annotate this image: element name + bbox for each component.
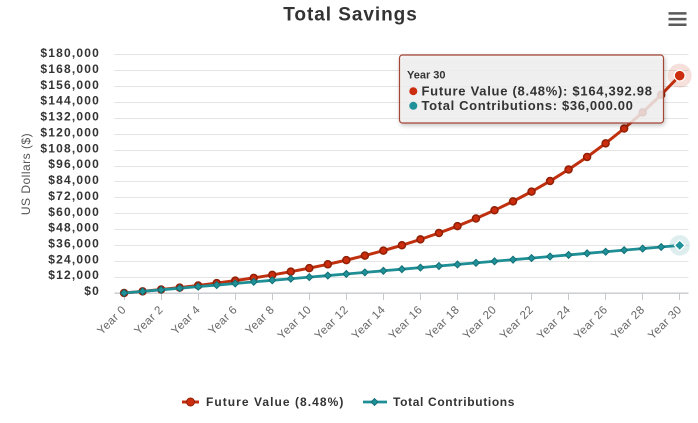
svg-text:Future Value (8.48%): Future Value (8.48%) <box>206 395 344 409</box>
svg-text:$60,000: $60,000 <box>48 205 100 219</box>
svg-text:$24,000: $24,000 <box>48 252 100 266</box>
svg-text:$144,000: $144,000 <box>40 94 100 108</box>
svg-text:Total Contributions: Total Contributions <box>393 395 515 409</box>
svg-text:$96,000: $96,000 <box>48 157 100 171</box>
svg-text:$0: $0 <box>84 284 100 298</box>
svg-text:$84,000: $84,000 <box>48 173 100 187</box>
svg-text:$120,000: $120,000 <box>40 125 100 139</box>
svg-text:Year 30: Year 30 <box>407 69 446 81</box>
svg-text:US Dollars ($): US Dollars ($) <box>19 133 33 215</box>
svg-text:$48,000: $48,000 <box>48 221 100 235</box>
svg-text:$168,000: $168,000 <box>40 62 100 76</box>
svg-text:Total Savings: Total Savings <box>283 5 417 26</box>
svg-text:$108,000: $108,000 <box>40 141 100 155</box>
svg-text:$156,000: $156,000 <box>40 78 100 92</box>
svg-text:$180,000: $180,000 <box>40 46 100 60</box>
svg-text:$132,000: $132,000 <box>40 110 100 124</box>
svg-text:$36,000: $36,000 <box>48 237 100 251</box>
svg-text:Total Contributions: $36,000.0: Total Contributions: $36,000.00 <box>422 98 634 113</box>
svg-text:Future Value (8.48%): $164,392: Future Value (8.48%): $164,392.98 <box>422 84 653 99</box>
svg-text:$12,000: $12,000 <box>48 268 100 282</box>
svg-text:$72,000: $72,000 <box>48 189 100 203</box>
